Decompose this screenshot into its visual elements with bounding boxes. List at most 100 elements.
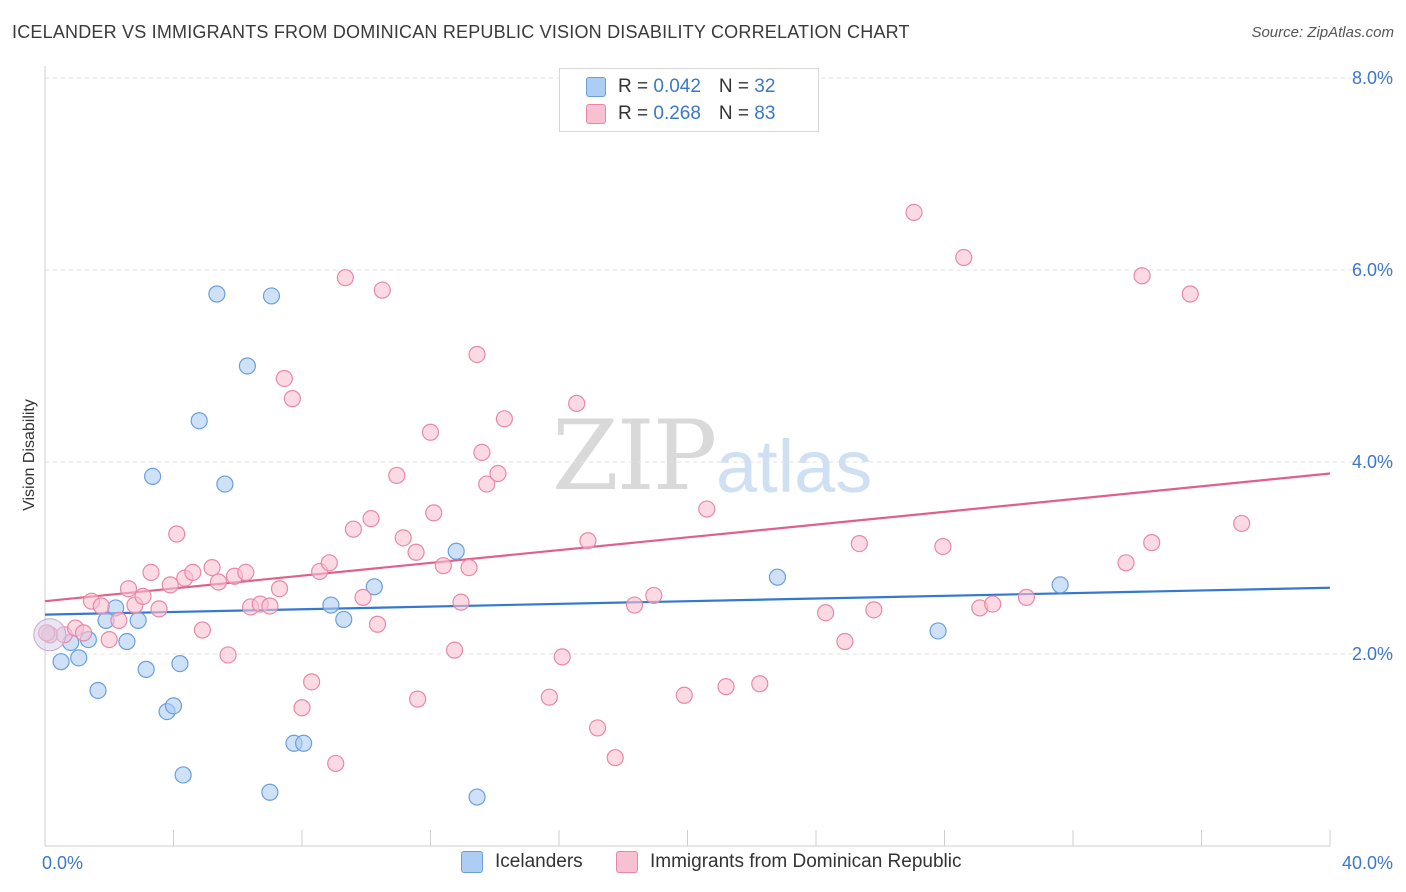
point-icelanders xyxy=(262,287,281,305)
point-dominican xyxy=(850,534,868,553)
point-dominican xyxy=(293,699,311,717)
x-tick-label: 0.0% xyxy=(42,853,83,873)
legend-swatch-icelanders xyxy=(586,77,606,97)
bottom-legend: Icelanders Immigrants from Dominican Rep… xyxy=(0,851,1406,879)
point-dominican xyxy=(452,593,470,611)
stats-legend: R = 0.042 N = 32 R = 0.268 N = 83 xyxy=(559,68,819,132)
point-dominican xyxy=(209,573,228,591)
point-dominican xyxy=(984,595,1002,613)
point-dominican xyxy=(489,464,507,483)
point-icelanders xyxy=(768,568,787,586)
point-icelanders xyxy=(164,697,183,715)
point-dominican xyxy=(119,580,138,598)
point-dominican xyxy=(625,596,644,614)
point-dominican xyxy=(1117,554,1135,572)
bottom-legend-icelanders[interactable]: Icelanders xyxy=(461,851,583,873)
point-dominican xyxy=(261,597,279,615)
bottom-legend-dominican[interactable]: Immigrants from Dominican Republic xyxy=(616,851,962,873)
point-icelanders xyxy=(322,596,340,614)
point-dominican xyxy=(184,563,202,582)
point-dominican xyxy=(865,601,883,619)
point-dominican xyxy=(540,688,558,706)
legend-swatch-dominican xyxy=(586,104,606,124)
point-dominican xyxy=(362,510,380,528)
chart-title: ICELANDER VS IMMIGRANTS FROM DOMINICAN R… xyxy=(12,22,910,42)
point-icelanders xyxy=(468,788,486,806)
point-dominican xyxy=(421,423,440,441)
point-dominican xyxy=(320,554,338,572)
point-dominican xyxy=(606,749,624,767)
point-dominican xyxy=(1017,588,1036,606)
legend-n-label: N = xyxy=(718,76,755,97)
y-axis-label: Vision Disability xyxy=(21,399,38,511)
point-dominican xyxy=(1233,514,1251,533)
point-dominican xyxy=(327,754,345,773)
trend-line-icelanders xyxy=(44,586,1331,616)
tick-labels: 2.0% 4.0% 6.0% 8.0% 0.0% 40.0% xyxy=(42,68,1393,873)
point-dominican xyxy=(283,390,301,408)
bottom-legend-swatch-icelanders xyxy=(461,851,483,873)
point-dominican xyxy=(495,410,513,428)
point-dominican xyxy=(579,532,597,550)
point-icelanders xyxy=(365,578,383,596)
point-icelanders xyxy=(137,660,155,678)
point-dominican xyxy=(303,673,321,691)
legend-n-value: 83 xyxy=(754,103,776,124)
point-dominican xyxy=(955,248,973,267)
legend-n-value: 32 xyxy=(754,76,776,97)
legend-r-value: 0.268 xyxy=(653,103,701,124)
point-dominican xyxy=(193,621,212,639)
point-icelanders xyxy=(335,610,353,629)
legend-r-label: R = xyxy=(618,76,654,97)
point-icelanders xyxy=(52,653,70,671)
point-icelanders xyxy=(208,285,226,303)
point-icelanders xyxy=(238,357,256,375)
point-dominican xyxy=(434,557,452,575)
y-tick-label: 6.0% xyxy=(1352,260,1393,280)
point-dominican xyxy=(344,520,362,538)
point-dominican xyxy=(473,443,491,461)
x-tick-label: 40.0% xyxy=(1342,853,1393,873)
point-icelanders xyxy=(144,467,162,485)
point-dominican xyxy=(168,525,186,543)
point-icelanders xyxy=(70,649,88,667)
y-tick-label: 4.0% xyxy=(1352,452,1393,472)
point-dominican xyxy=(275,369,293,388)
point-dominican xyxy=(394,529,412,547)
point-icelanders xyxy=(89,681,107,700)
point-dominican xyxy=(354,588,372,606)
point-dominican xyxy=(407,543,425,561)
point-dominican xyxy=(92,597,110,615)
source-label: Source: ZipAtlas.com xyxy=(1251,24,1394,41)
point-icelanders xyxy=(261,783,279,801)
point-dominican xyxy=(1143,534,1161,552)
y-tick-label: 8.0% xyxy=(1352,68,1393,88)
point-dominican xyxy=(568,394,586,413)
point-icelanders xyxy=(171,654,189,673)
point-dominican xyxy=(74,624,93,642)
watermark-atlas: atlas xyxy=(716,425,873,508)
data-points xyxy=(33,203,1251,806)
point-dominican xyxy=(468,345,486,364)
point-dominican xyxy=(460,558,478,577)
point-dominican xyxy=(1133,267,1151,285)
point-dominican xyxy=(445,641,464,659)
point-dominican xyxy=(368,615,387,633)
point-dominican xyxy=(270,580,289,598)
point-icelanders xyxy=(129,611,147,630)
point-icelanders xyxy=(216,475,234,493)
bottom-legend-label: Icelanders xyxy=(495,851,583,872)
point-dominican xyxy=(675,686,693,704)
bottom-legend-label: Immigrants from Dominican Republic xyxy=(650,851,962,872)
point-dominican xyxy=(134,587,152,606)
point-dominican xyxy=(553,648,571,666)
point-dominican xyxy=(1181,285,1199,303)
point-icelanders xyxy=(929,622,947,640)
point-dominican xyxy=(934,537,952,556)
point-dominican xyxy=(150,600,168,618)
axes xyxy=(44,66,1331,847)
point-dominican xyxy=(645,586,663,605)
point-dominican xyxy=(751,675,769,693)
legend-n-label: N = xyxy=(718,103,755,124)
